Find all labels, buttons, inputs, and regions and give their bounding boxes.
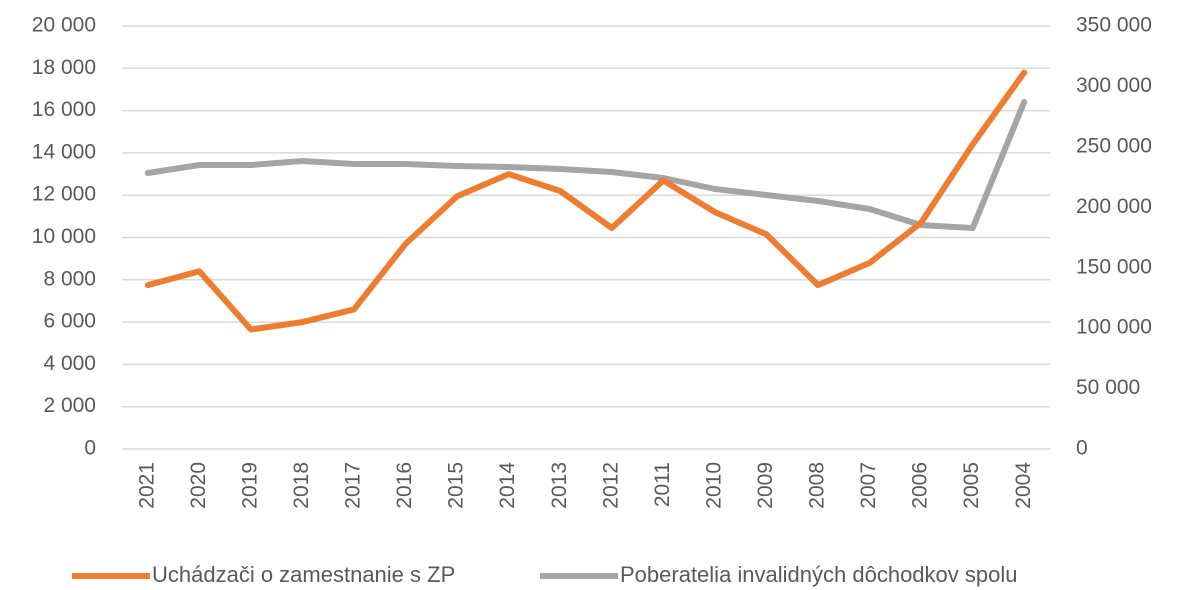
x-tick-label: 2013 [548, 462, 571, 509]
x-tick-label: 2021 [135, 462, 158, 509]
x-tick-label: 2011 [651, 462, 674, 507]
x-tick-label: 2006 [909, 462, 932, 509]
series-line [144, 69, 1028, 333]
y-tick-label: 12 000 [32, 183, 96, 206]
y-tick-label: 4 000 [43, 352, 96, 375]
y2-tick-label: 150 000 [1076, 255, 1152, 278]
y-tick-label: 10 000 [32, 225, 96, 248]
y-tick-label: 2 000 [43, 394, 96, 417]
y2-tick-label: 0 [1076, 437, 1088, 460]
y-tick-label: 20 000 [32, 14, 96, 37]
x-tick-label: 2008 [806, 462, 829, 509]
series-line [144, 99, 1028, 231]
y-tick-label: 6 000 [43, 310, 96, 333]
x-tick-label: 2005 [960, 462, 983, 509]
y-tick-label: 16 000 [32, 98, 96, 121]
x-tick-label: 2018 [290, 462, 313, 509]
y2-tick-label: 250 000 [1076, 134, 1152, 157]
y-tick-label: 0 [84, 437, 96, 460]
x-tick-label: 2004 [1012, 462, 1035, 509]
legend-label: Poberatelia invalidných dôchodkov spolu [620, 562, 1017, 587]
y2-tick-label: 300 000 [1076, 74, 1152, 97]
y2-tick-label: 200 000 [1076, 195, 1152, 218]
y-tick-label: 14 000 [32, 140, 96, 163]
y-tick-label: 18 000 [32, 56, 96, 79]
y2-tick-label: 350 000 [1076, 14, 1152, 37]
y2-tick-label: 100 000 [1076, 316, 1152, 339]
x-tick-label: 2014 [496, 462, 519, 509]
y-tick-label: 8 000 [43, 267, 96, 290]
x-tick-label: 2007 [857, 462, 880, 509]
x-tick-label: 2016 [393, 462, 416, 509]
x-tick-label: 2012 [599, 462, 622, 509]
x-tick-label: 2019 [238, 462, 261, 509]
legend-label: Uchádzači o zamestnanie s ZP [152, 562, 455, 587]
y2-tick-label: 50 000 [1076, 376, 1140, 399]
x-tick-label: 2010 [702, 462, 725, 509]
x-tick-label: 2020 [187, 462, 210, 509]
x-tick-label: 2017 [342, 462, 365, 509]
x-tick-label: 2009 [754, 462, 777, 509]
x-tick-label: 2015 [445, 462, 468, 509]
